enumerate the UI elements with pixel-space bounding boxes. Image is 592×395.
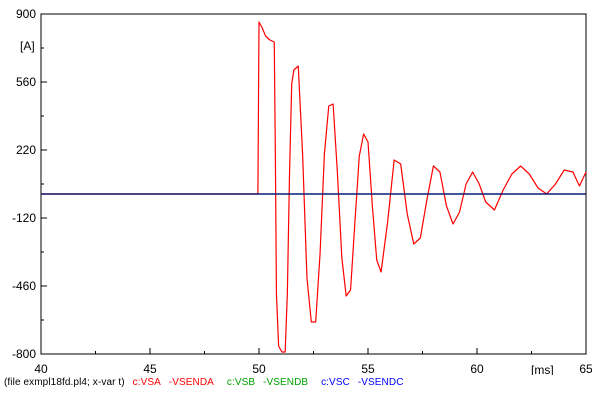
x-tick-label: 55 xyxy=(361,362,375,375)
legend-item-vsc: c:VSC -VSENDC xyxy=(321,377,404,388)
chart: 40 45 50 55 60 65 900 560 220 -120 -460 -800 [A] [… xyxy=(12,7,592,375)
legend-item-vsa: c:VSA -VSENDA xyxy=(132,377,214,388)
x-axis: 40 45 50 55 60 65 xyxy=(34,348,592,375)
file-label: (file exmpl18fd.pl4; x-var t) xyxy=(4,377,125,388)
x-axis-label: [ms] xyxy=(531,363,554,375)
legend-item-vsb: c:VSB -VSENDB xyxy=(226,377,309,388)
y-axis-label: [A] xyxy=(20,39,35,53)
y-tick-label: 220 xyxy=(16,143,36,157)
y-axis: 900 560 220 -120 -460 -800 xyxy=(12,7,47,361)
series-group xyxy=(41,21,587,353)
x-tick-label: 50 xyxy=(252,362,266,375)
x-tick-label: 60 xyxy=(470,362,484,375)
y-tick-label: 560 xyxy=(16,75,36,89)
x-tick-label: 45 xyxy=(143,362,157,375)
y-tick-label: 900 xyxy=(16,7,36,21)
x-tick-label: 40 xyxy=(34,362,48,375)
y-tick-label: -120 xyxy=(12,211,36,225)
x-tick-label: 65 xyxy=(579,362,592,375)
y-tick-label: -460 xyxy=(12,279,36,293)
plot-frame xyxy=(40,13,587,355)
legend: (file exmpl18fd.pl4; x-var t) c:VSA -VSE… xyxy=(4,377,414,388)
y-tick-label: -800 xyxy=(12,347,36,361)
series-line-1 xyxy=(41,21,587,353)
